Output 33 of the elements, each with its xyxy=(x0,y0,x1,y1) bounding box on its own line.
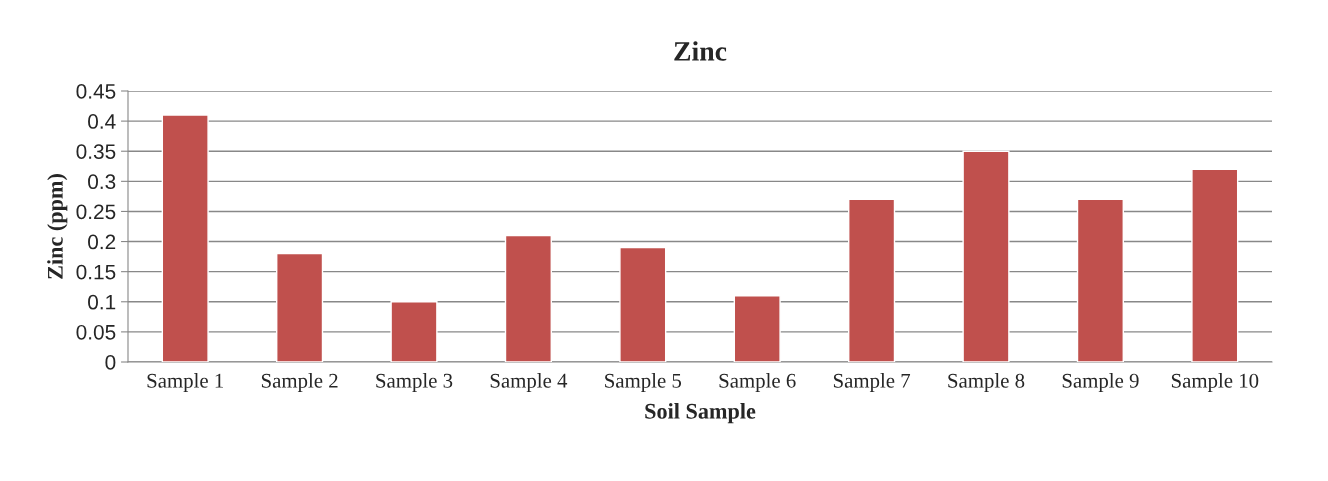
x-tick-label: Sample 3 xyxy=(376,373,453,392)
x-tick-label: Sample 2 xyxy=(261,373,338,392)
bar xyxy=(733,295,781,362)
y-tick-label: 0.4 xyxy=(88,114,116,129)
y-tick-label: 0.05 xyxy=(76,324,116,340)
x-tick-label: Sample 7 xyxy=(833,373,911,392)
bar xyxy=(276,252,324,362)
bar xyxy=(390,301,438,362)
bar xyxy=(161,114,209,362)
bar xyxy=(1076,198,1124,362)
y-tick-label: 0.15 xyxy=(76,264,116,280)
chart-title: Zinc xyxy=(674,41,727,61)
y-tick-label: 0.3 xyxy=(88,174,116,190)
bar xyxy=(848,198,896,362)
x-tick-label: Sample 1 xyxy=(147,373,224,392)
x-tick-label: Sample 5 xyxy=(605,373,682,392)
y-axis-title: Zinc (ppm) xyxy=(47,174,68,279)
y-tick-label: 0 xyxy=(105,355,116,370)
x-axis-title: Soil Sample xyxy=(645,403,756,424)
x-tick-label: Sample 9 xyxy=(1062,373,1139,392)
y-tick-label: 0.1 xyxy=(88,294,116,310)
y-tick-label: 0.35 xyxy=(76,144,116,159)
bar xyxy=(504,234,552,362)
y-tick-label: 0.45 xyxy=(76,84,116,99)
x-tick-label: Sample 6 xyxy=(719,373,796,392)
y-tick-label: 0.25 xyxy=(76,204,116,220)
y-tick-label: 0.2 xyxy=(88,234,116,250)
bar xyxy=(962,150,1010,362)
x-tick-label: Sample 10 xyxy=(1171,373,1259,392)
x-tick-label: Sample 8 xyxy=(948,373,1025,392)
bar xyxy=(1191,168,1239,362)
x-tick-label: Sample 4 xyxy=(490,373,568,392)
bar xyxy=(619,246,667,362)
